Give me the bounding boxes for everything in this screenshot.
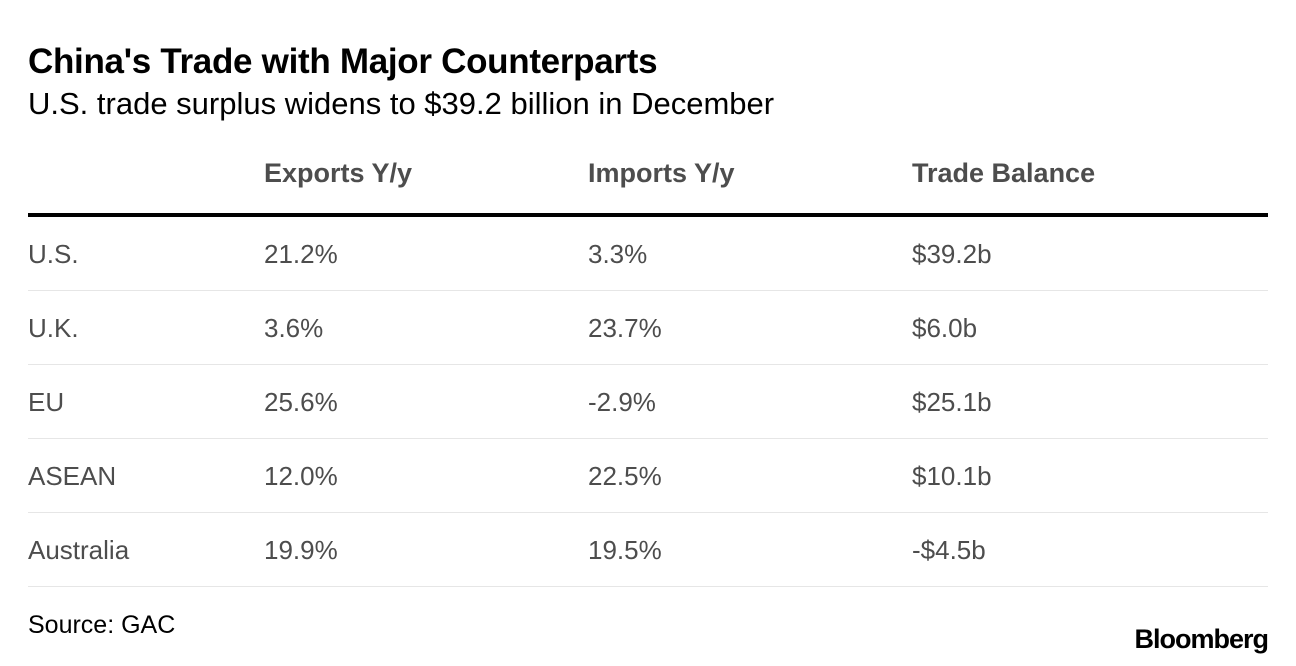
cell-trade-balance: $39.2b	[912, 239, 992, 269]
cell-trade-balance: $6.0b	[912, 313, 978, 343]
chart-subtitle: U.S. trade surplus widens to $39.2 billi…	[28, 86, 775, 121]
cell-region: EU	[28, 387, 65, 417]
source-note: Source: GAC	[28, 611, 176, 639]
cell-region: U.K.	[28, 313, 79, 343]
table-row: EU 25.6% -2.9% $25.1b	[28, 365, 1268, 439]
table-row: ASEAN 12.0% 22.5% $10.1b	[28, 439, 1268, 513]
cell-exports: 25.6%	[264, 387, 338, 417]
cell-imports: 19.5%	[588, 535, 662, 565]
cell-imports: 22.5%	[588, 461, 662, 491]
cell-imports: 23.7%	[588, 313, 662, 343]
cell-exports: 12.0%	[264, 461, 338, 491]
cell-trade-balance: $25.1b	[912, 387, 992, 417]
cell-imports: 3.3%	[588, 239, 648, 269]
column-header-trade-balance: Trade Balance	[912, 158, 1096, 188]
trade-table: Exports Y/y Imports Y/y Trade Balance U.…	[28, 140, 1268, 587]
column-header-imports: Imports Y/y	[588, 158, 735, 188]
column-header-exports: Exports Y/y	[264, 158, 413, 188]
cell-exports: 21.2%	[264, 239, 338, 269]
cell-region: ASEAN	[28, 461, 117, 491]
bloomberg-logo: Bloomberg	[1134, 624, 1269, 654]
cell-exports: 19.9%	[264, 535, 338, 565]
cell-region: Australia	[28, 535, 130, 565]
table-header: Exports Y/y Imports Y/y Trade Balance	[28, 140, 1268, 217]
cell-trade-balance: -$4.5b	[912, 535, 986, 565]
cell-region: U.S.	[28, 239, 79, 269]
chart-title: China's Trade with Major Counterparts	[28, 42, 658, 81]
cell-imports: -2.9%	[588, 387, 656, 417]
cell-trade-balance: $10.1b	[912, 461, 992, 491]
cell-exports: 3.6%	[264, 313, 324, 343]
table-body: U.S. 21.2% 3.3% $39.2b U.K. 3.6% 23.7% $6.0b EU 2…	[28, 217, 1268, 587]
table-row: Australia 19.9% 19.5% -$4.5b	[28, 513, 1268, 587]
table-row: U.S. 21.2% 3.3% $39.2b	[28, 217, 1268, 291]
table-row: U.K. 3.6% 23.7% $6.0b	[28, 291, 1268, 365]
